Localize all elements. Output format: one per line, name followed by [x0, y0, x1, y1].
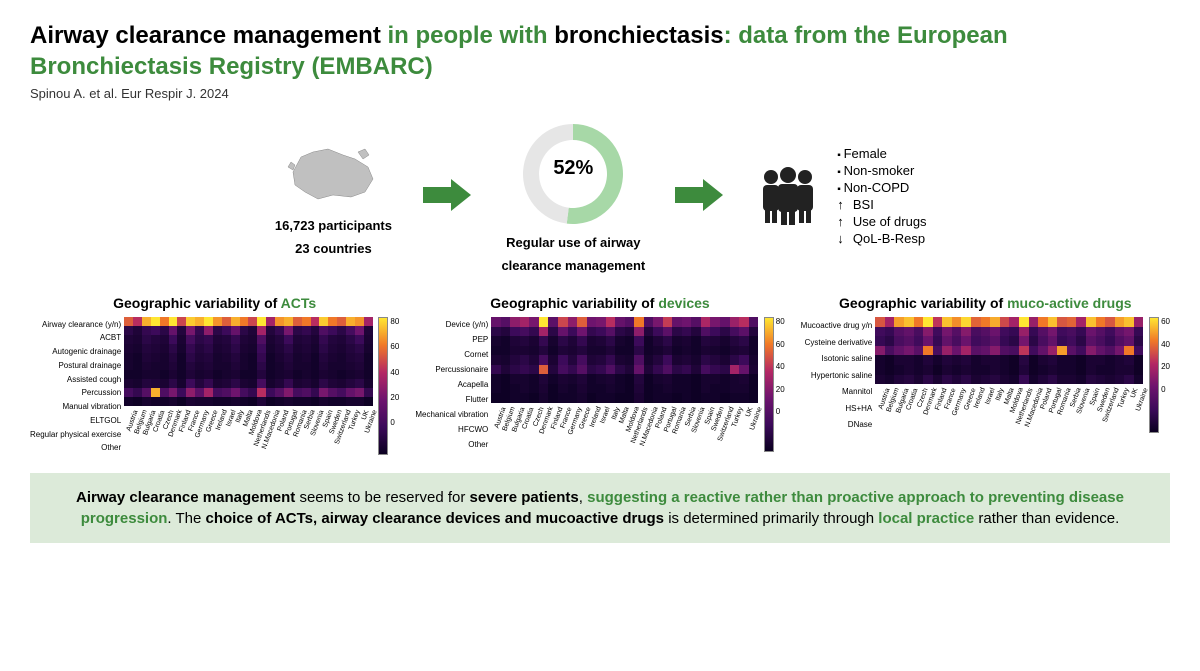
participants-panel: 16,723 participants 23 countries — [273, 137, 393, 258]
heatmap-1: Geographic variability of devices Device … — [415, 295, 784, 455]
participants-count: 16,723 participants — [273, 218, 393, 235]
heatmap-xlabels: AustriaBelgiumBulgariaCroatiaCzechDenmar… — [491, 406, 757, 452]
heatmap-0: Geographic variability of ACTs Airway cle… — [30, 295, 399, 455]
characteristics-bullets: Female Non-smoker Non-COPD ↑ BSI ↑ Use of dr… — [837, 146, 926, 248]
concl-b2: severe patients — [470, 489, 579, 506]
heatmaps-row: Geographic variability of ACTs Airway cle… — [30, 295, 1170, 455]
countries-count: 23 countries — [273, 241, 393, 258]
concl-b1: Airway clearance management — [76, 489, 295, 506]
page-title: Airway clearance management in people wi… — [30, 20, 1170, 82]
people-icon — [753, 165, 823, 230]
heatmap-title: Geographic variability of devices — [415, 295, 784, 311]
summary-row: 16,723 participants 23 countries 52% Reg… — [30, 119, 1170, 275]
heatmap-ylabels: Airway clearance (y/n)ACBTAutogenic drai… — [30, 317, 124, 455]
heatmap-xlabels: AustriaBelgiumBulgariaCroatiaCzechDenmar… — [875, 387, 1143, 433]
concl-g2: local practice — [878, 510, 974, 527]
colorbar: 806040200 — [758, 317, 785, 452]
title-green1: in people with — [388, 22, 555, 49]
title-part2: bronchiectasis — [554, 22, 723, 49]
europe-map-icon — [273, 137, 393, 212]
bullet-item: ↑ BSI — [837, 197, 926, 212]
heatmap-grid — [124, 317, 372, 406]
heatmap-grid — [491, 317, 757, 403]
heatmap-xlabels: AustriaBelgiumBulgariaCroatiaCzechDenmar… — [124, 409, 372, 455]
bullet-item: Female — [837, 146, 926, 161]
heatmap-grid — [875, 317, 1143, 384]
bullet-item: ↓ QoL-B-Resp — [837, 231, 926, 246]
donut-chart: 52% — [518, 119, 628, 229]
donut-panel: 52% Regular use of airway clearance mana… — [501, 119, 645, 275]
bullet-item: Non-smoker — [837, 163, 926, 178]
characteristics-panel: Female Non-smoker Non-COPD ↑ BSI ↑ Use of dr… — [753, 146, 926, 248]
donut-label-2: clearance management — [501, 258, 645, 275]
heatmap-2: Geographic variability of muco-active dr… — [801, 295, 1170, 455]
colorbar: 6040200 — [1143, 317, 1170, 433]
colorbar: 806040200 — [372, 317, 399, 455]
citation: Spinou A. et al. Eur Respir J. 2024 — [30, 86, 1170, 101]
title-part1: Airway clearance management — [30, 22, 388, 49]
conclusion-box: Airway clearance management seems to be … — [30, 473, 1170, 543]
heatmap-ylabels: Mucoactive drug y/nCysteine derivativeIs… — [801, 317, 876, 433]
arrow-icon — [675, 177, 723, 218]
heatmap-title: Geographic variability of muco-active dr… — [801, 295, 1170, 311]
bullet-item: Non-COPD — [837, 180, 926, 195]
donut-pct: 52% — [518, 157, 628, 180]
bullet-item: ↑ Use of drugs — [837, 214, 926, 229]
donut-label-1: Regular use of airway — [501, 235, 645, 252]
arrow-icon — [423, 177, 471, 218]
heatmap-ylabels: Device (y/n)PEPCornetPercussionaireAcape… — [415, 317, 491, 452]
concl-b3: choice of ACTs, airway clearance devices… — [206, 510, 665, 527]
heatmap-title: Geographic variability of ACTs — [30, 295, 399, 311]
